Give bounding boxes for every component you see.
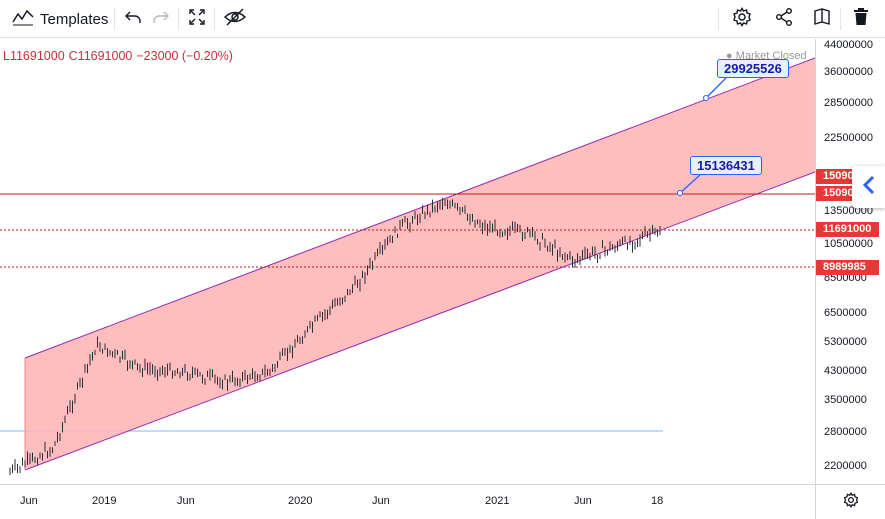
time-tick: Jun (20, 495, 38, 507)
gear-icon (843, 491, 859, 513)
legend-change: −23000 (−0.20%) (136, 49, 233, 63)
time-tick: 2021 (485, 495, 510, 507)
templates-label: Templates (40, 10, 109, 28)
price-tick: 44000000 (824, 39, 873, 51)
settings-button[interactable] (728, 4, 756, 34)
fullscreen-icon (188, 8, 206, 31)
callout-anchor-lower[interactable] (677, 190, 683, 196)
price-tick: 28500000 (824, 97, 873, 109)
price-tick: 36000000 (824, 66, 873, 78)
price-tick: 2200000 (824, 460, 867, 472)
legend-close: C11691000 (68, 49, 133, 63)
redo-button[interactable] (148, 4, 174, 34)
toolbar-divider (114, 8, 115, 30)
toolbar-divider (214, 8, 215, 30)
price-tick: 5300000 (824, 336, 867, 348)
callout-anchor-upper[interactable] (703, 95, 709, 101)
time-tick: Jun (177, 495, 195, 507)
price-tick: 2800000 (824, 426, 867, 438)
save-icon (812, 7, 832, 32)
delete-button[interactable] (848, 4, 874, 34)
callout-lower[interactable]: 15136431 (690, 156, 762, 175)
channel-upper-line[interactable] (24, 57, 815, 359)
price-tick: 3500000 (824, 394, 867, 406)
undo-icon (124, 9, 142, 30)
price-tick: 6500000 (824, 307, 867, 319)
price-tick: 13500000 (824, 205, 873, 217)
share-button[interactable] (770, 4, 798, 34)
support-price-tag: 8989985 (816, 260, 879, 275)
price-tick: 22500000 (824, 132, 873, 144)
toolbar-divider (178, 8, 179, 30)
chart-pane[interactable] (0, 39, 815, 484)
price-scale[interactable]: 44000000 36000000 28500000 22500000 1350… (815, 39, 885, 484)
templates-icon (12, 8, 34, 31)
last-price-tag: 11691000 (816, 222, 879, 237)
toolbar-divider (718, 8, 719, 30)
time-tick: Jun (372, 495, 390, 507)
time-tick: 2019 (92, 495, 117, 507)
delete-icon (853, 7, 869, 31)
time-tick: 18 (651, 495, 664, 507)
fullscreen-button[interactable] (184, 4, 210, 34)
legend-low: L11691000 (3, 49, 65, 63)
parallel-channel[interactable] (25, 58, 815, 470)
expand-panel-button[interactable] (852, 166, 885, 208)
callout-pointer-upper (705, 77, 727, 99)
hide-drawings-button[interactable] (220, 4, 250, 34)
channel-lower-line[interactable] (24, 171, 815, 471)
callout-pointer-lower (679, 174, 701, 194)
top-toolbar: Templates (0, 0, 885, 38)
undo-button[interactable] (120, 4, 146, 34)
time-scale[interactable]: Jun 2019 Jun 2020 Jun 2021 Jun 18 (0, 484, 815, 519)
chevron-left-icon (862, 175, 876, 200)
time-tick: Jun (574, 495, 592, 507)
callout-upper[interactable]: 29925526 (717, 59, 789, 78)
ohlc-legend: L11691000 C11691000 −23000 (−0.20%) (3, 49, 237, 63)
redo-icon (152, 9, 170, 30)
price-chart[interactable] (0, 39, 815, 484)
templates-button[interactable]: Templates (12, 4, 112, 34)
price-series (9, 197, 661, 476)
time-tick: 2020 (288, 495, 313, 507)
chart-settings-corner[interactable] (815, 484, 885, 519)
price-tick: 8500000 (824, 272, 867, 284)
price-tick: 10500000 (824, 238, 873, 250)
price-tick: 4300000 (824, 365, 867, 377)
toolbar-divider (840, 8, 841, 30)
hide-icon (223, 7, 247, 31)
share-icon (774, 7, 794, 32)
settings-icon (732, 6, 752, 32)
save-layout-button[interactable] (808, 4, 836, 34)
